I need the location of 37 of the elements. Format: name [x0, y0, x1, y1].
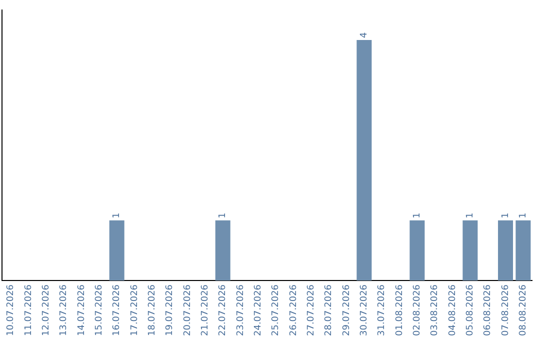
- x-tick-label: 21.07.2026: [200, 284, 211, 336]
- data-label: 1: [412, 212, 423, 218]
- x-tick-label: 01.08.2026: [394, 284, 405, 336]
- x-tick-label: 13.07.2026: [59, 284, 70, 336]
- x-tick-label: 07.08.2026: [500, 284, 511, 336]
- x-tick-label: 18.07.2026: [148, 284, 158, 336]
- x-tick-label: 22.07.2026: [218, 284, 228, 336]
- x-tick-label: 12.07.2026: [42, 284, 52, 336]
- x-tick-label: 20.07.2026: [182, 284, 193, 336]
- data-label: 1: [218, 212, 228, 218]
- x-tick-label: 30.07.2026: [360, 284, 370, 336]
- x-tick-label: 26.07.2026: [288, 284, 299, 336]
- x-tick-label: 23.07.2026: [236, 284, 246, 336]
- x-tick-label: 15.07.2026: [94, 284, 105, 336]
- data-label: 1: [500, 212, 511, 218]
- data-label: 1: [112, 212, 122, 218]
- x-tick-label: 25.07.2026: [271, 284, 282, 336]
- x-tick-label: 11.07.2026: [24, 284, 34, 336]
- x-tick-label: 14.07.2026: [76, 284, 87, 336]
- x-tick-label: 19.07.2026: [165, 284, 176, 336]
- x-tick-label: 10.07.2026: [6, 284, 16, 336]
- x-tick-label: 29.07.2026: [342, 284, 352, 336]
- x-tick-label: 08.08.2026: [518, 284, 529, 336]
- x-tick-label: 05.08.2026: [466, 284, 476, 336]
- x-tick-label: 28.07.2026: [324, 284, 334, 336]
- x-tick-label: 17.07.2026: [130, 284, 140, 336]
- x-tick-label: 16.07.2026: [112, 284, 122, 336]
- x-tick-label: 04.08.2026: [448, 284, 458, 336]
- data-label: 1: [466, 212, 476, 218]
- x-tick-label: 03.08.2026: [430, 284, 440, 336]
- x-tick-label: 24.07.2026: [254, 284, 264, 336]
- x-tick-label: 06.08.2026: [483, 284, 494, 336]
- x-tick-label: 02.08.2026: [412, 284, 423, 336]
- x-tick-label: 27.07.2026: [306, 284, 317, 336]
- data-label: 1: [518, 212, 529, 218]
- x-tick-label: 31.07.2026: [377, 284, 388, 336]
- data-label: 4: [360, 32, 370, 38]
